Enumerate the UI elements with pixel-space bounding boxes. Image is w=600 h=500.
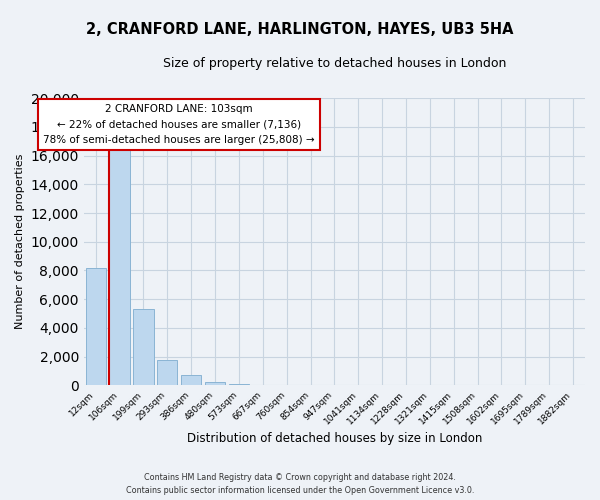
Bar <box>181 374 202 386</box>
Bar <box>109 147 130 386</box>
Bar <box>157 360 178 386</box>
Y-axis label: Number of detached properties: Number of detached properties <box>15 154 25 330</box>
Text: 2, CRANFORD LANE, HARLINGTON, HAYES, UB3 5HA: 2, CRANFORD LANE, HARLINGTON, HAYES, UB3… <box>86 22 514 38</box>
Title: Size of property relative to detached houses in London: Size of property relative to detached ho… <box>163 58 506 70</box>
X-axis label: Distribution of detached houses by size in London: Distribution of detached houses by size … <box>187 432 482 445</box>
Bar <box>86 268 106 386</box>
Bar <box>133 310 154 386</box>
Text: 2 CRANFORD LANE: 103sqm
← 22% of detached houses are smaller (7,136)
78% of semi: 2 CRANFORD LANE: 103sqm ← 22% of detache… <box>43 104 315 145</box>
Text: Contains HM Land Registry data © Crown copyright and database right 2024.
Contai: Contains HM Land Registry data © Crown c… <box>126 474 474 495</box>
Bar <box>229 384 249 386</box>
Bar <box>205 382 225 386</box>
